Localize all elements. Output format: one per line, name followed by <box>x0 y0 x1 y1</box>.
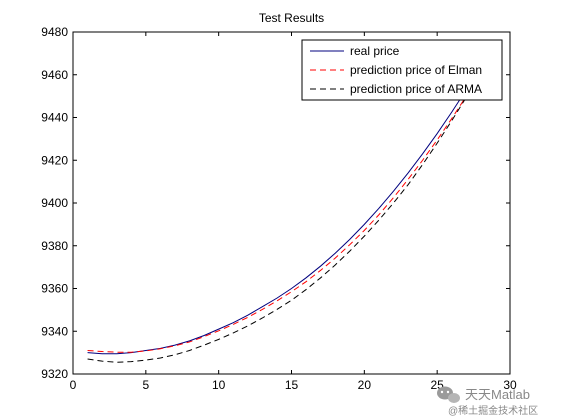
y-tick-label: 9380 <box>41 239 68 253</box>
y-tick-label: 9340 <box>41 324 68 338</box>
y-tick-label: 9440 <box>41 111 68 125</box>
watermark-subtitle: @稀土掘金技术社区 <box>448 404 538 417</box>
chart-title: Test Results <box>259 11 324 25</box>
legend-label-1: real price <box>350 44 400 58</box>
y-tick-label: 9480 <box>41 25 68 39</box>
y-tick-label: 9400 <box>41 196 68 210</box>
y-tick-label: 9360 <box>41 282 68 296</box>
x-tick-label: 30 <box>503 378 517 392</box>
watermark-title: 天天Matlab <box>465 387 530 402</box>
series-line-2 <box>87 72 482 353</box>
series-line-3 <box>87 72 482 363</box>
legend-label-3: prediction price of ARMA <box>350 82 482 96</box>
series-layer <box>87 65 482 363</box>
y-axis: 9320 9340 9360 9380 9400 9420 9440 9460 9480 <box>41 25 510 381</box>
legend: real price prediction price of Elman predi… <box>301 39 503 101</box>
y-tick-label: 9420 <box>41 153 68 167</box>
x-tick-label: 5 <box>142 378 149 392</box>
y-tick-label: 9320 <box>41 367 68 381</box>
watermark: 天天Matlab @稀土掘金技术社区 <box>437 386 538 417</box>
y-tick-label: 9460 <box>41 68 68 82</box>
wechat-bubble-icon <box>437 386 460 403</box>
x-tick-label: 20 <box>358 378 372 392</box>
legend-label-2: prediction price of Elman <box>350 63 482 77</box>
x-tick-label: 0 <box>70 378 77 392</box>
x-axis: 0 5 10 15 20 25 30 <box>70 32 517 392</box>
x-tick-label: 10 <box>212 378 226 392</box>
x-tick-label: 15 <box>285 378 299 392</box>
